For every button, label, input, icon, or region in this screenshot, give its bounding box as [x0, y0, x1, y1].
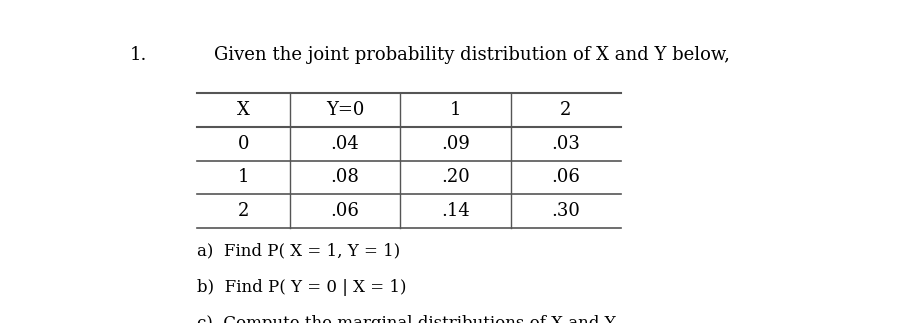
- Text: .04: .04: [330, 135, 359, 153]
- Text: 2: 2: [237, 202, 249, 220]
- Text: 1: 1: [449, 101, 460, 119]
- Text: 1: 1: [237, 168, 249, 186]
- Text: Y=0: Y=0: [325, 101, 364, 119]
- Text: Given the joint probability distribution of X and Y below,: Given the joint probability distribution…: [213, 46, 729, 64]
- Text: .06: .06: [330, 202, 359, 220]
- Text: b)  Find P( Y = 0 | X = 1): b) Find P( Y = 0 | X = 1): [197, 279, 406, 296]
- Text: .20: .20: [440, 168, 470, 186]
- Text: .06: .06: [550, 168, 580, 186]
- Text: 0: 0: [237, 135, 249, 153]
- Text: .08: .08: [330, 168, 359, 186]
- Text: a)  Find P( X = 1, Y = 1): a) Find P( X = 1, Y = 1): [197, 243, 400, 260]
- Text: .14: .14: [440, 202, 470, 220]
- Text: .30: .30: [550, 202, 580, 220]
- Text: 1.: 1.: [129, 46, 146, 64]
- Text: .09: .09: [440, 135, 470, 153]
- Text: c)  Compute the marginal distributions of X and Y.: c) Compute the marginal distributions of…: [197, 315, 618, 323]
- Text: 2: 2: [560, 101, 571, 119]
- Text: X: X: [237, 101, 249, 119]
- Text: .03: .03: [550, 135, 580, 153]
